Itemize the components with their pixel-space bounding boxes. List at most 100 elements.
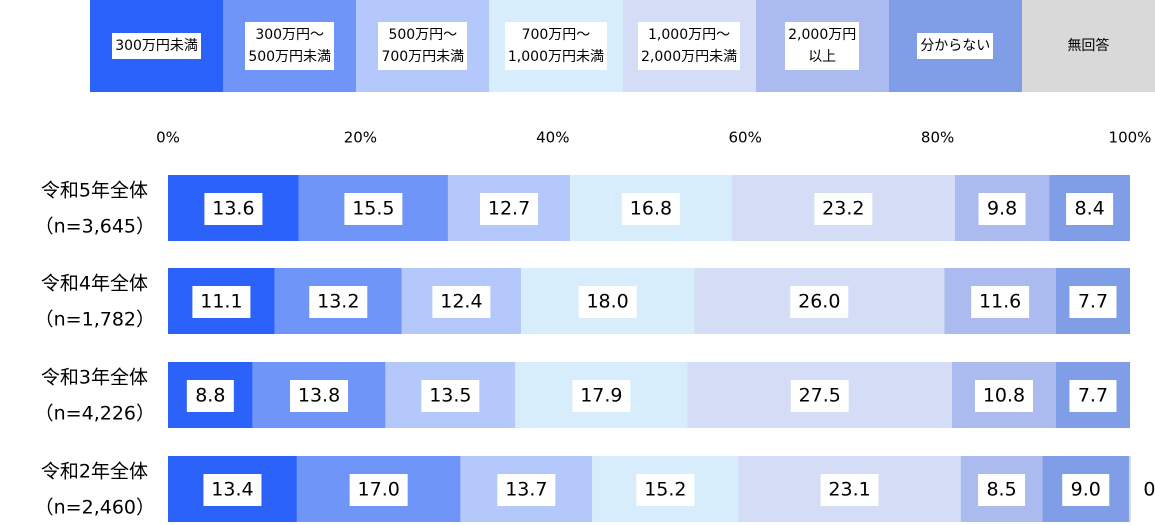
- category-label: 令和4年全体: [41, 273, 148, 295]
- value-label-group: 9.8: [978, 193, 1026, 225]
- value-label-group: 11.6: [971, 286, 1030, 318]
- legend-label: 300万円～ 500万円未満: [245, 21, 335, 71]
- value-label-box: [1069, 286, 1117, 318]
- value-label: 23.2: [822, 198, 864, 220]
- legend-item: 無回答: [1021, 0, 1155, 92]
- value-label: 11.6: [979, 291, 1021, 313]
- value-label-group: 0.2: [1134, 474, 1155, 506]
- value-label-group: 9.0: [1062, 474, 1110, 506]
- value-label-group: 8.8: [186, 380, 234, 412]
- legend-label: 無回答: [1067, 37, 1110, 54]
- legend-label: 500万円～ 700万円未満: [378, 21, 468, 71]
- value-label-box: [820, 474, 879, 506]
- value-label-box: [421, 380, 480, 412]
- value-label: 13.2: [317, 291, 359, 313]
- value-label-group: 12.4: [432, 286, 491, 318]
- value-label: 26.0: [798, 291, 840, 313]
- value-label-box: [349, 474, 408, 506]
- value-label: 7.7: [1078, 385, 1108, 407]
- x-tick-label: 60%: [729, 129, 762, 147]
- value-label: 9.8: [987, 198, 1017, 220]
- x-tick-label: 0%: [156, 129, 180, 147]
- value-label-box: [1066, 193, 1114, 225]
- value-label: 0.2: [1143, 479, 1155, 501]
- value-label-group: 7.7: [1069, 286, 1117, 318]
- legend-label: 1,000万円～ 2,000万円未満: [638, 21, 741, 71]
- value-label-box: [1134, 474, 1155, 506]
- category-label: 令和5年全体: [41, 180, 148, 202]
- value-label-group: 17.0: [349, 474, 408, 506]
- x-tick-label: 100%: [1109, 129, 1152, 147]
- value-label-group: 11.1: [192, 286, 251, 318]
- value-label-group: 18.0: [578, 286, 637, 318]
- value-label: 27.5: [799, 385, 841, 407]
- value-label-group: 12.7: [480, 193, 539, 225]
- value-label-group: 8.5: [978, 474, 1026, 506]
- value-label-box: [978, 474, 1026, 506]
- category-note: （n=3,645）: [35, 216, 155, 238]
- category-label: 令和3年全体: [41, 367, 148, 389]
- value-label-box: [204, 193, 263, 225]
- legend-item: 300万円未満: [90, 0, 224, 92]
- value-label-box: [192, 286, 251, 318]
- value-label: 15.5: [352, 198, 394, 220]
- value-label-group: 13.2: [309, 286, 368, 318]
- legend-item: 500万円～ 700万円未満: [356, 0, 490, 92]
- value-label-box: [790, 380, 849, 412]
- x-tick-label: 40%: [536, 129, 569, 147]
- value-label: 7.7: [1078, 291, 1108, 313]
- value-label-group: 7.7: [1069, 380, 1117, 412]
- value-label-group: 13.6: [204, 193, 263, 225]
- legend-label: 2,000万円 以上: [785, 21, 860, 71]
- value-label-group: 10.8: [974, 380, 1033, 412]
- value-label-box: [578, 286, 637, 318]
- value-label-group: 17.9: [572, 380, 631, 412]
- value-label-group: 8.4: [1066, 193, 1114, 225]
- value-label-group: 15.5: [344, 193, 403, 225]
- value-label-group: 13.8: [290, 380, 349, 412]
- value-label-box: [1062, 474, 1110, 506]
- value-label-box: [636, 474, 695, 506]
- value-label-box: [203, 474, 262, 506]
- value-label: 9.0: [1071, 479, 1101, 501]
- value-label: 12.4: [440, 291, 482, 313]
- value-label-box: [974, 380, 1033, 412]
- value-label: 8.4: [1074, 198, 1104, 220]
- value-label: 11.1: [200, 291, 242, 313]
- bar-segment: [1129, 456, 1131, 522]
- value-label-box: [1069, 380, 1117, 412]
- x-tick-label: 80%: [921, 129, 954, 147]
- value-label-group: 13.5: [421, 380, 480, 412]
- value-label-group: 16.8: [621, 193, 680, 225]
- category-note: （n=2,460）: [35, 497, 155, 519]
- value-label: 18.0: [586, 291, 628, 313]
- value-label: 17.9: [580, 385, 622, 407]
- value-label-box: [344, 193, 403, 225]
- value-label-box: [309, 286, 368, 318]
- value-label: 8.5: [986, 479, 1016, 501]
- value-label-box: [497, 474, 556, 506]
- value-label: 17.0: [358, 479, 400, 501]
- value-label-group: 26.0: [790, 286, 849, 318]
- value-label: 13.4: [211, 479, 253, 501]
- value-label: 16.8: [630, 198, 672, 220]
- legend-item: 300万円～ 500万円未満: [223, 0, 357, 92]
- value-label-box: [814, 193, 873, 225]
- legend-label: 分からない: [917, 32, 994, 60]
- legend-item: 2,000万円 以上: [755, 0, 889, 92]
- value-label: 13.8: [298, 385, 340, 407]
- category-note: （n=4,226）: [35, 403, 155, 425]
- value-label-group: 23.2: [814, 193, 873, 225]
- value-label-box: [432, 286, 491, 318]
- value-label-group: 13.7: [497, 474, 556, 506]
- value-label: 13.5: [429, 385, 471, 407]
- category-label: 令和2年全体: [41, 461, 148, 483]
- value-label-box: [480, 193, 539, 225]
- value-label-box: [572, 380, 631, 412]
- legend-item: 1,000万円～ 2,000万円未満: [622, 0, 756, 92]
- legend-item: 分からない: [888, 0, 1022, 92]
- value-label-group: 27.5: [790, 380, 849, 412]
- x-tick-label: 20%: [344, 129, 377, 147]
- value-label-box: [290, 380, 349, 412]
